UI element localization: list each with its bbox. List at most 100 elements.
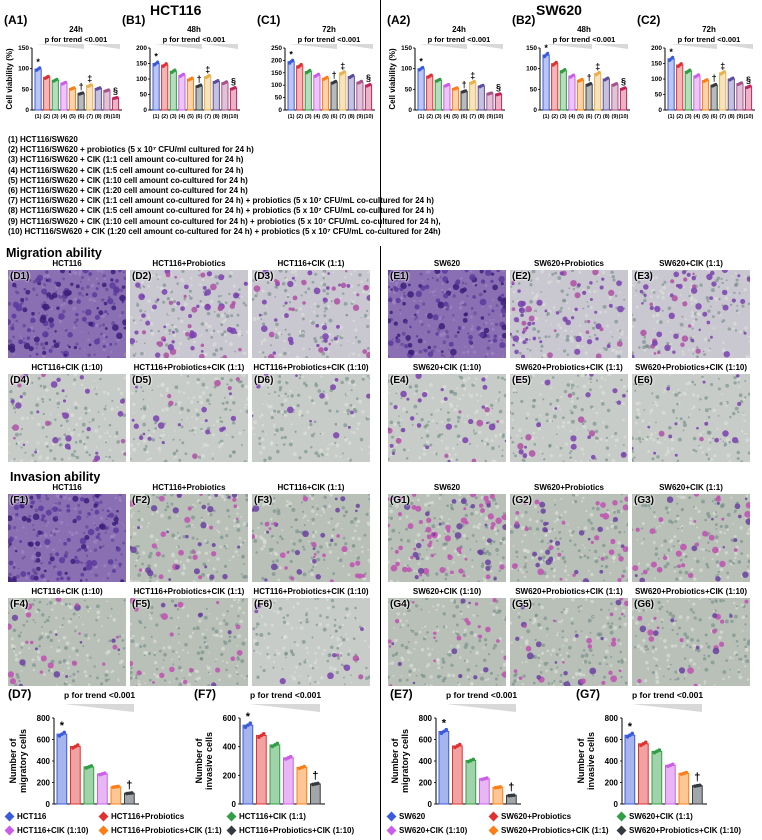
x-tick-label: (8) bbox=[213, 114, 220, 120]
trend-wedge bbox=[544, 44, 592, 49]
micrograph-caption: SW620+CIK (1:10) bbox=[412, 587, 482, 596]
viability-bar bbox=[212, 80, 220, 111]
legend-item: SW620+Probiotics+CIK (1:1) bbox=[488, 825, 609, 836]
trend-label: p for trend <0.001 bbox=[163, 35, 226, 44]
viability-charts: (A1) 24h p for trend <0.001 0 50 100 150 Cell v… bbox=[0, 14, 762, 134]
cell-count-bar bbox=[97, 773, 108, 805]
cell-count-point bbox=[75, 743, 80, 747]
legend-label: HCT116 bbox=[17, 812, 47, 821]
legend-label: HCT116+Probiotics+CIK (1:1) bbox=[111, 826, 222, 835]
viability-bar bbox=[77, 92, 85, 111]
micrograph-panel: (E3) bbox=[632, 270, 750, 358]
micrograph-image bbox=[8, 270, 126, 358]
viability-bar bbox=[434, 79, 442, 111]
x-tick-label: (9) bbox=[222, 114, 229, 120]
cell-count-point bbox=[248, 721, 253, 725]
viability-point bbox=[748, 84, 752, 88]
micrograph-caption: HCT116 bbox=[52, 259, 82, 268]
condition-legend: (1) HCT116/SW620 (2) HCT116/SW620 + probi… bbox=[8, 135, 441, 237]
x-tick-label: (3) bbox=[305, 114, 312, 120]
x-tick-label: (10) bbox=[364, 114, 374, 120]
top-divider bbox=[380, 0, 381, 228]
viability-point bbox=[580, 77, 584, 81]
x-tick-label: (9) bbox=[612, 114, 619, 120]
x-tick-label: (7) bbox=[719, 114, 726, 120]
cell-count-chart-1: (D7) p for trend <0.001 0 200 400 600 800 Numbe… bbox=[8, 688, 139, 809]
viability-bar bbox=[204, 76, 212, 111]
viability-point bbox=[623, 86, 627, 90]
y-tick-label: 100 bbox=[401, 66, 412, 73]
x-tick-label: (6) bbox=[461, 114, 468, 120]
y-tick-label: 400 bbox=[37, 757, 51, 766]
trend-wedge bbox=[204, 44, 238, 49]
micrograph-panel: (D1) bbox=[8, 270, 126, 358]
y-tick-label: 150 bbox=[401, 45, 412, 52]
significance-mark: † bbox=[712, 73, 717, 83]
y-tick-label: 50 bbox=[530, 86, 538, 93]
legend-marker-icon bbox=[488, 825, 499, 836]
viability-point bbox=[156, 60, 160, 64]
legend-item: HCT116+CIK (1:1) bbox=[226, 811, 306, 822]
y-tick-label: 0 bbox=[232, 800, 237, 809]
y-tick-label: 150 bbox=[18, 45, 29, 52]
viability-bar bbox=[719, 72, 727, 111]
viability-point bbox=[429, 73, 433, 77]
viability-bar bbox=[195, 85, 203, 111]
viability-point bbox=[98, 86, 102, 90]
viability-point bbox=[224, 80, 229, 84]
x-tick-label: (5) bbox=[577, 114, 584, 120]
y-tick-label: 50 bbox=[655, 92, 663, 99]
micrograph-caption: HCT116+Probiotics+CIK (1:1) bbox=[133, 587, 245, 596]
viability-point bbox=[291, 58, 295, 62]
cell-count-point bbox=[116, 784, 121, 789]
panel-label: (C1) bbox=[257, 14, 280, 27]
x-tick-label: (9) bbox=[357, 114, 364, 120]
y-tick-label: 400 bbox=[605, 757, 619, 766]
y-axis-label: Cell viability (%) bbox=[388, 48, 397, 110]
micrograph-label: (E4) bbox=[390, 375, 409, 386]
condition-legend-line: (3) HCT116/SW620 + CIK (1:1 cell amount … bbox=[8, 155, 244, 165]
x-tick-label: (9) bbox=[487, 114, 494, 120]
cell-count-bar bbox=[665, 764, 676, 805]
micrograph-panel: (D4) bbox=[8, 374, 126, 462]
significance-mark: § bbox=[366, 73, 371, 83]
y-tick-label: 100 bbox=[271, 82, 282, 89]
significance-mark: † bbox=[126, 779, 132, 791]
cell-count-point bbox=[129, 791, 134, 795]
viability-point bbox=[325, 75, 329, 79]
condition-legend-line: (1) HCT116/SW620 bbox=[8, 135, 78, 144]
x-tick-label: (2) bbox=[551, 114, 558, 120]
significance-mark: ‡ bbox=[205, 65, 210, 75]
significance-mark: § bbox=[746, 75, 751, 85]
legend-marker-icon bbox=[4, 825, 15, 836]
cell-count-point bbox=[315, 781, 320, 786]
micrograph-caption: HCT116 bbox=[52, 483, 82, 492]
micrograph-image bbox=[8, 598, 126, 686]
trend-wedge bbox=[289, 44, 337, 49]
significance-mark: ‡ bbox=[470, 70, 475, 80]
viability-point bbox=[438, 77, 442, 81]
viability-bar bbox=[477, 85, 485, 111]
y-tick-label: 200 bbox=[136, 45, 147, 52]
micrograph-image bbox=[510, 270, 628, 358]
viability-bar bbox=[443, 84, 451, 111]
viability-point bbox=[72, 86, 76, 90]
micrograph-panel: (F6) bbox=[252, 598, 370, 686]
cell-count-chart-4: (G7) p for trend <0.001 0 200 400 600 800 Numbe… bbox=[576, 688, 707, 809]
micrograph-caption: SW620+CIK (1:1) bbox=[659, 259, 723, 268]
y-axis-label: migratory cells bbox=[18, 729, 28, 793]
y-tick-label: 0 bbox=[408, 107, 412, 114]
x-tick-label: (1) bbox=[288, 114, 295, 120]
micrograph-label: (G5) bbox=[512, 599, 532, 610]
cell-count-charts: (D7) p for trend <0.001 0 200 400 600 800 Numbe… bbox=[0, 688, 762, 809]
legend-marker-icon bbox=[226, 825, 237, 836]
x-tick-label: (1) bbox=[668, 114, 675, 120]
viability-bar bbox=[744, 86, 753, 111]
cell-count-point bbox=[643, 740, 648, 745]
micrograph-panel: (D6) bbox=[252, 374, 370, 462]
micrograph-label: (D1) bbox=[10, 271, 30, 282]
legend-label: HCT116+Probiotics bbox=[111, 812, 185, 821]
